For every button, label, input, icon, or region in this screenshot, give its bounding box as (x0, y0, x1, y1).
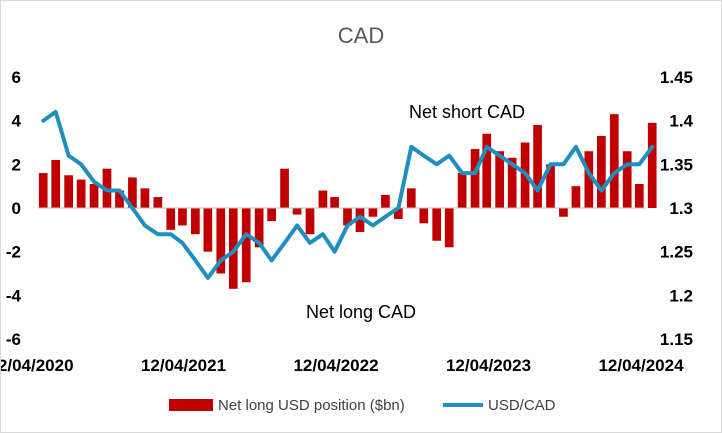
bar (280, 168, 289, 208)
legend-label-bar: Net long USD position ($bn) (218, 397, 405, 414)
y-left-tick-label: -4 (6, 286, 22, 305)
bar (634, 183, 644, 208)
bar (457, 173, 467, 208)
bar (571, 186, 581, 208)
y-left-tick-label: 2 (12, 155, 21, 174)
x-axis: 12/04/2020 12/04/2021 12/04/2022 12/04/2023… (1, 356, 684, 375)
bar (355, 208, 365, 233)
y-left-tick-label: 6 (12, 68, 21, 87)
bar (115, 190, 124, 208)
x-tick-label: 12/04/2023 (446, 356, 531, 375)
annotation-net-long: Net long CAD (306, 302, 416, 322)
bar (191, 208, 200, 235)
bar (507, 157, 517, 208)
bar (140, 188, 150, 208)
bar (368, 208, 378, 217)
y-right-tick-label: 1.15 (660, 330, 693, 349)
y-left-tick-label: -6 (6, 330, 21, 349)
bar (495, 151, 505, 208)
right-axis: 1.45 1.4 1.35 1.3 1.25 1.2 1.15 (660, 68, 694, 349)
bar (406, 188, 416, 208)
bar (318, 190, 328, 208)
legend: Net long USD position ($bn) USD/CAD (169, 397, 556, 414)
bar (482, 133, 492, 208)
y-left-tick-label: 4 (12, 112, 22, 131)
y-left-tick-label: -2 (6, 243, 21, 262)
bar (51, 159, 61, 208)
bar (546, 164, 555, 208)
annotation-net-short: Net short CAD (409, 102, 525, 122)
chart-title: CAD (338, 23, 384, 48)
bar (38, 173, 48, 208)
bar (622, 151, 632, 208)
bar (254, 208, 264, 248)
bar (419, 208, 429, 224)
bar (241, 208, 251, 283)
bar (89, 183, 99, 208)
bar (128, 177, 137, 208)
series-line-usdcad (41, 109, 655, 280)
x-tick-label: 12/04/2022 (293, 356, 378, 375)
bar (343, 208, 352, 226)
bar (444, 208, 454, 248)
bar (216, 208, 226, 274)
y-right-tick-label: 1.3 (669, 199, 693, 218)
x-tick-label: 12/04/2021 (141, 356, 226, 375)
line-layer (41, 109, 655, 280)
bar (381, 194, 390, 208)
y-right-tick-label: 1.35 (660, 155, 693, 174)
bar (609, 114, 619, 208)
x-tick-label: 12/04/2024 (598, 356, 684, 375)
bar (76, 179, 86, 208)
y-right-tick-label: 1.45 (660, 68, 693, 87)
bar (470, 149, 480, 208)
bar (597, 135, 606, 208)
bar (292, 208, 302, 215)
bar (584, 151, 594, 208)
y-right-tick-label: 1.2 (669, 286, 693, 305)
y-right-tick-label: 1.4 (669, 112, 693, 131)
bar (267, 208, 276, 222)
y-right-tick-label: 1.25 (660, 243, 693, 262)
bar (533, 125, 542, 208)
y-left-tick-label: 0 (12, 199, 21, 218)
legend-label-line: USD/CAD (488, 397, 556, 414)
bar (559, 208, 568, 217)
bar (153, 197, 163, 208)
bar (166, 208, 176, 230)
bar (203, 208, 213, 252)
bar (178, 208, 187, 226)
bar (432, 208, 442, 241)
bar (305, 208, 315, 235)
bar (64, 175, 73, 208)
bar (647, 122, 657, 208)
bar (394, 208, 403, 219)
bars-layer (38, 114, 657, 289)
legend-swatch-bar (169, 399, 213, 411)
left-axis: 6 4 2 0 -2 -4 -6 (6, 68, 22, 349)
x-tick-label: 12/04/2020 (1, 356, 74, 375)
bar (330, 197, 339, 208)
